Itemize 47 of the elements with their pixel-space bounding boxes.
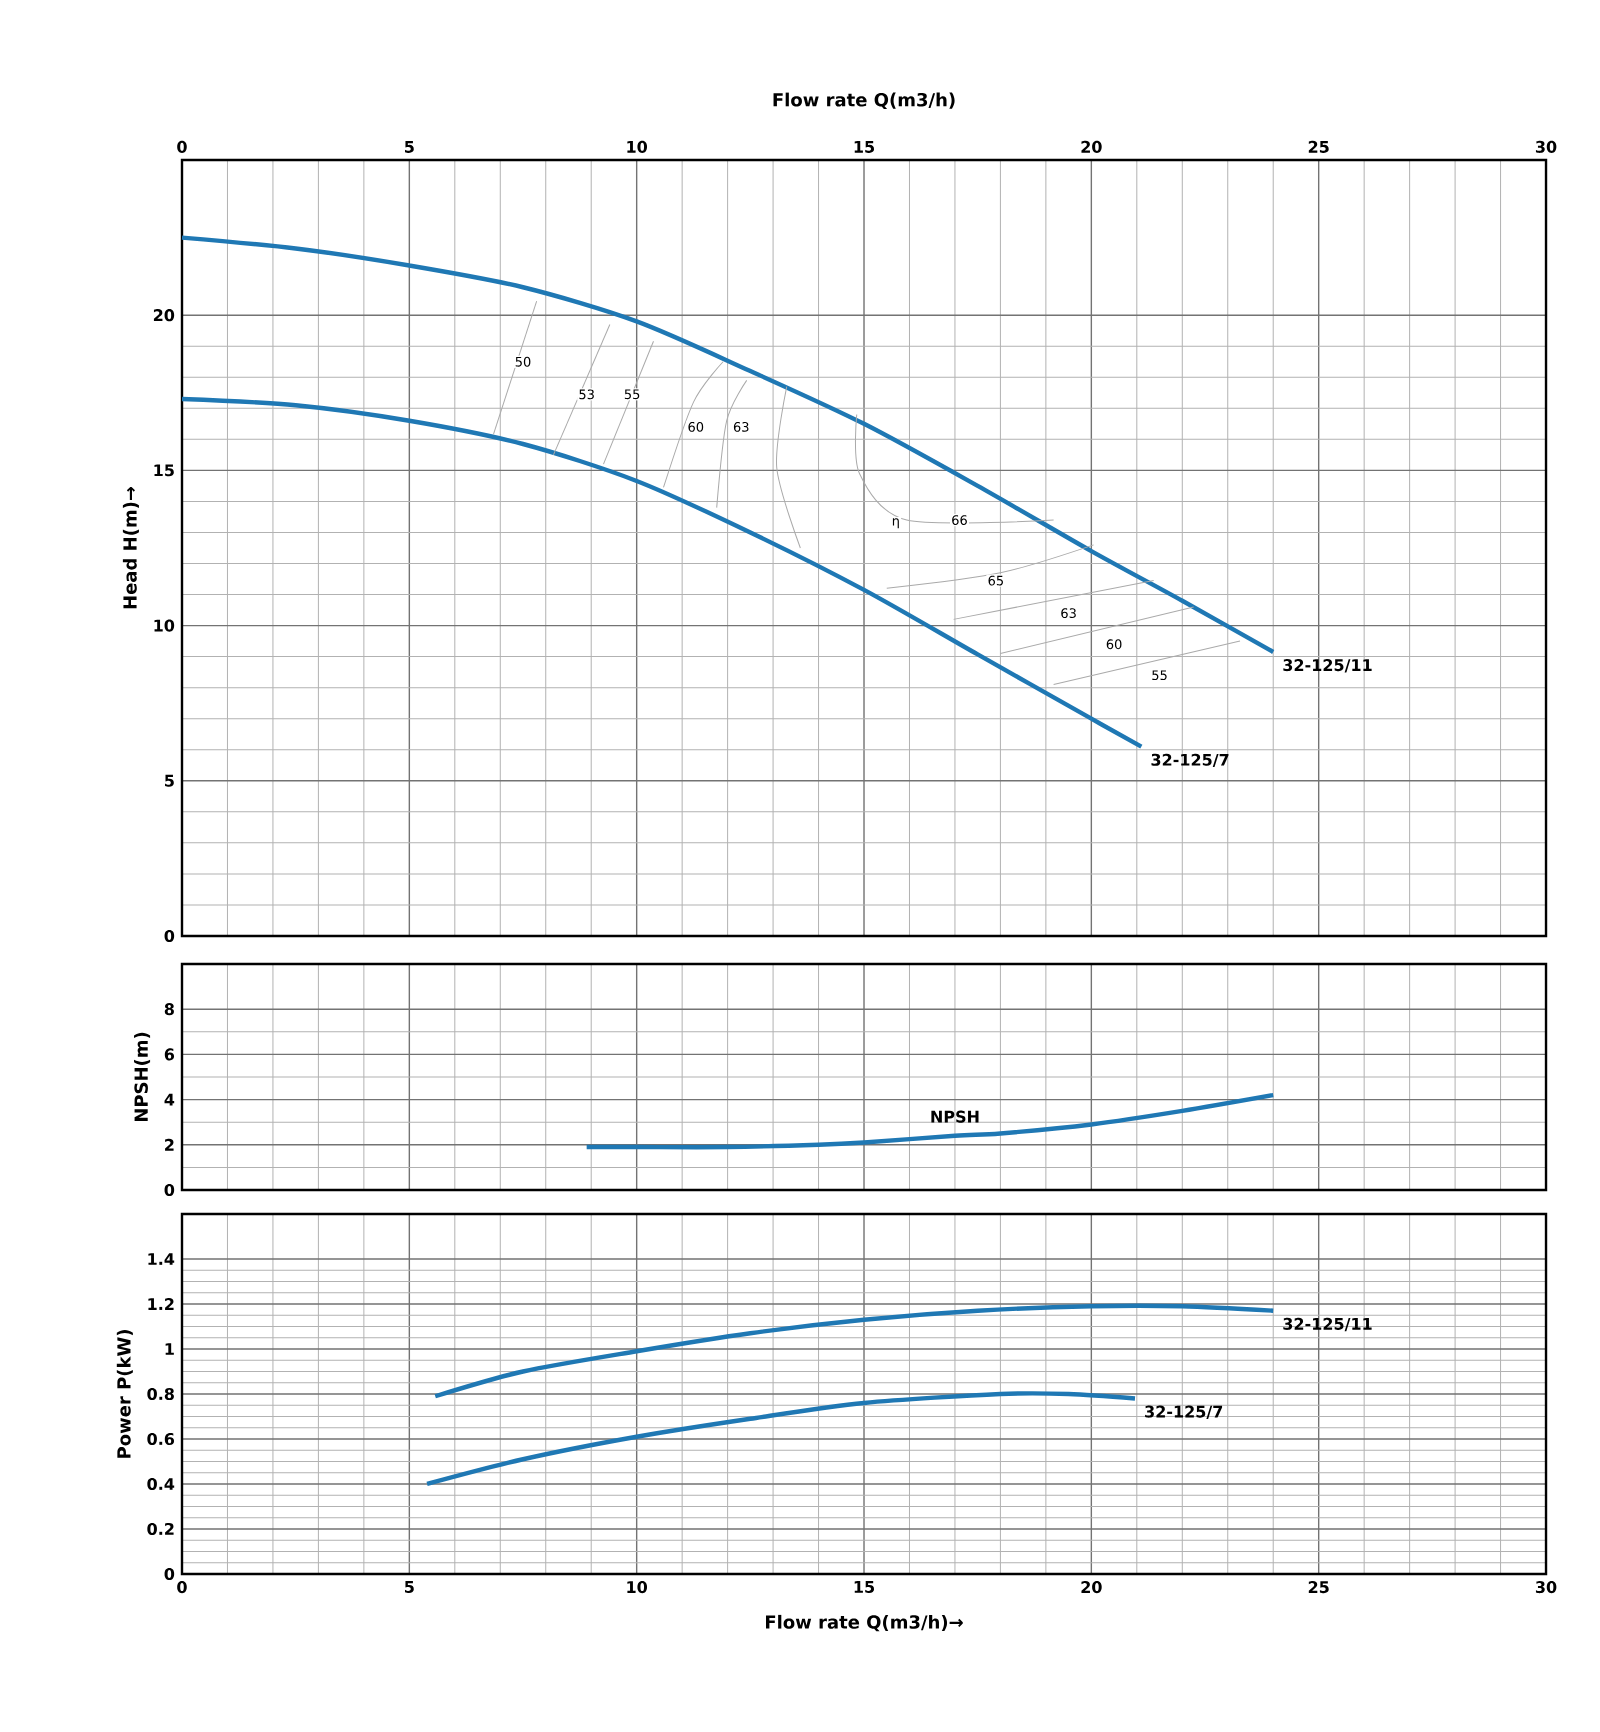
x-tick-label: 25 (1308, 1581, 1329, 1594)
y-axis-title: Head H(m)→ (122, 486, 139, 609)
x-tick-label: 20 (1081, 1581, 1102, 1594)
y-tick-label: 2 (165, 1138, 174, 1151)
x-axis-title: Flow rate Q(m3/h) (773, 92, 955, 109)
y-tick-label: 0 (164, 1183, 175, 1197)
y-tick-label: 1 (165, 1343, 174, 1355)
series-label: NPSH (931, 1110, 979, 1123)
series-label: 32-125/11 (1283, 1317, 1372, 1332)
y-tick-label: 0.6 (147, 1432, 175, 1446)
y-tick-label: 1.4 (148, 1253, 175, 1265)
x-tick-label: 30 (1535, 140, 1557, 153)
line-series (179, 235, 1276, 655)
x-tick-label: 5 (404, 141, 414, 153)
x-tick-label: 5 (404, 1581, 414, 1593)
x-tick-label: 0 (177, 140, 187, 153)
series-label: 32-125/7 (1145, 1405, 1223, 1419)
y-tick-label: 0.4 (147, 1477, 175, 1491)
line-series (433, 1303, 1276, 1399)
y-axis-title: Power P(kW) (116, 1330, 133, 1458)
y-tick-label: 6 (164, 1048, 175, 1061)
y-tick-label: 0.8 (147, 1387, 174, 1401)
y-tick-label: 8 (164, 1003, 174, 1016)
x-tick-label: 20 (1081, 140, 1102, 153)
x-tick-label: 10 (627, 140, 648, 153)
line-series (179, 396, 1144, 749)
series-label: 32-125/11 (1283, 659, 1372, 673)
y-axis-title: NPSH(m) (134, 1032, 151, 1122)
y-tick-label: 0 (164, 1567, 175, 1581)
y-tick-label: 1.2 (148, 1298, 174, 1310)
y-tick-label: 5 (165, 774, 174, 787)
y-tick-label: 20 (153, 309, 175, 322)
x-tick-label: 25 (1308, 140, 1329, 153)
line-series (584, 1092, 1276, 1150)
x-tick-label: 15 (854, 141, 875, 153)
line-series (424, 1391, 1138, 1487)
x-axis-title: Flow rate Q(m3/h)→ (766, 1614, 963, 1632)
x-tick-label: 0 (177, 1581, 187, 1594)
x-tick-label: 15 (854, 1581, 875, 1593)
y-tick-label: 0.2 (147, 1522, 174, 1536)
x-tick-label: 30 (1535, 1581, 1557, 1594)
y-tick-label: 4 (164, 1093, 175, 1106)
y-tick-label: 10 (154, 619, 175, 632)
series-label: 32-125/7 (1151, 753, 1229, 768)
x-tick-label: 10 (627, 1581, 648, 1594)
y-tick-label: 15 (154, 464, 174, 477)
y-tick-label: 0 (164, 929, 175, 943)
